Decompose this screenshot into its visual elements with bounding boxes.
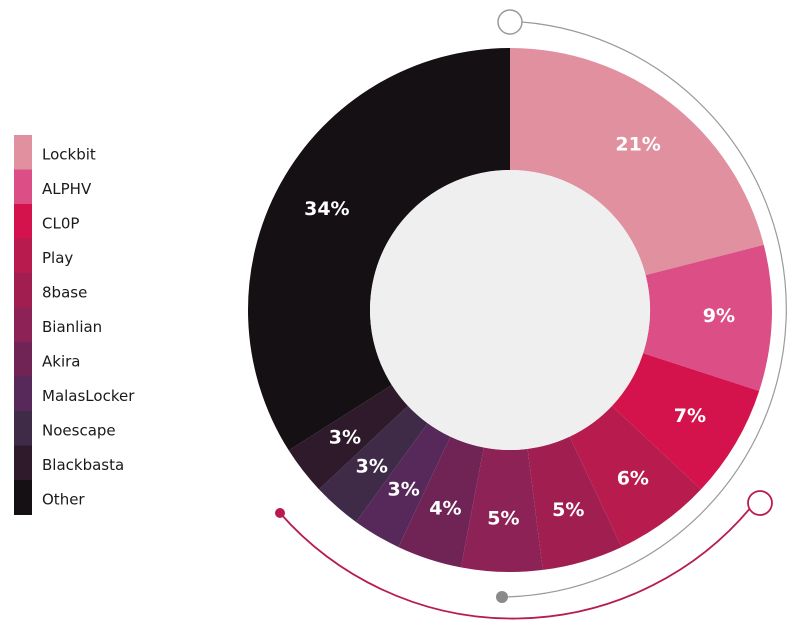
- slice: [612, 353, 760, 490]
- legend-swatch: [14, 238, 32, 274]
- slice: [319, 405, 428, 522]
- slice-label: 3%: [329, 427, 361, 449]
- legend-label: 8base: [42, 284, 87, 302]
- slice: [288, 385, 408, 490]
- legend-swatch: [14, 169, 32, 205]
- dot-marker: [275, 508, 285, 518]
- slice: [248, 48, 510, 451]
- legend-swatch: [14, 480, 32, 515]
- slice-label: 3%: [387, 478, 419, 500]
- slice: [510, 48, 764, 276]
- legend-label: Lockbit: [42, 146, 96, 164]
- slice: [356, 423, 451, 548]
- crimson-arc: [279, 505, 753, 620]
- slice-label: 4%: [429, 497, 461, 519]
- slice-label: 21%: [615, 133, 660, 155]
- legend-label: Other: [42, 491, 85, 509]
- slice-label: 6%: [617, 468, 649, 490]
- legend-label: Akira: [42, 353, 80, 371]
- legend-label: Noescape: [42, 422, 116, 440]
- slice-label: 3%: [356, 455, 388, 477]
- legend-swatch: [14, 135, 32, 170]
- legend-label: CL0P: [42, 215, 79, 233]
- slice: [569, 405, 701, 548]
- slice-label: 34%: [304, 198, 349, 220]
- legend-swatch: [14, 411, 32, 446]
- legend-swatch: [14, 273, 32, 308]
- legend-label: Bianlian: [42, 318, 102, 336]
- slice: [398, 436, 484, 568]
- ring-marker: [747, 490, 773, 516]
- decoration: [275, 9, 787, 620]
- legend-label: MalasLocker: [42, 387, 135, 405]
- ring-marker: [497, 9, 523, 35]
- legend-swatch: [14, 342, 32, 377]
- donut-hole: [370, 170, 650, 450]
- slice: [527, 436, 622, 570]
- legend-swatch: [14, 445, 32, 481]
- legend-label: Play: [42, 249, 73, 267]
- dot-marker: [496, 591, 508, 603]
- slice-label: 9%: [703, 305, 735, 327]
- slice-label: 5%: [552, 499, 584, 521]
- grey-arc: [501, 21, 787, 598]
- slice: [643, 244, 772, 391]
- legend-swatch: [14, 204, 32, 239]
- slice-label: 5%: [487, 507, 519, 529]
- legend-swatch: [14, 376, 32, 412]
- legend-label: ALPHV: [42, 180, 92, 198]
- slice-label: 7%: [674, 405, 706, 427]
- legend-label: Blackbasta: [42, 456, 124, 474]
- legend-swatch: [14, 307, 32, 343]
- slice: [460, 447, 543, 572]
